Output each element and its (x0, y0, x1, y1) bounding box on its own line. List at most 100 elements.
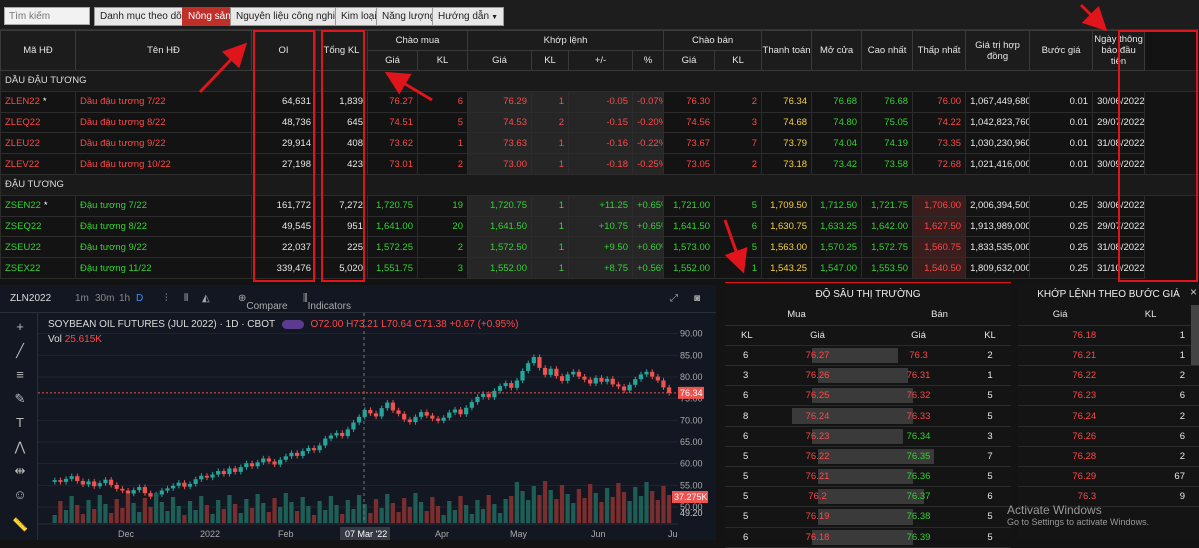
depth-bid-cell[interactable]: 76.2 (767, 487, 868, 507)
depth-ask-price-header: Giá (868, 325, 969, 345)
crosshair-icon[interactable]: + (12, 319, 28, 335)
depth-bid-cell[interactable]: 76.27 (767, 345, 868, 365)
contract-code[interactable]: ZLEQ22 (5, 117, 40, 128)
nav-guide[interactable]: Hướng dẫn▼ (432, 7, 504, 26)
cell-code[interactable]: ZLEQ22 (1, 112, 76, 133)
depth-bid-cell[interactable]: 76.22 (767, 446, 868, 466)
bar-style-icon[interactable]: ⫴ (184, 293, 188, 304)
candle-body (419, 412, 423, 417)
ohlc-high: H73.21 (346, 319, 378, 330)
candlestick-chart[interactable]: 90.0085.0080.0075.0070.0065.0060.0055.00… (38, 313, 716, 540)
volume-bar (526, 500, 530, 523)
depth-ask-cell[interactable]: 76.38 (868, 507, 969, 527)
nav-agriculture[interactable]: Nông sản (182, 7, 237, 26)
text-tool-icon[interactable]: T (12, 415, 28, 431)
timeframe-1h[interactable]: 1h (119, 293, 130, 304)
brush-icon[interactable]: ✎ (12, 391, 28, 407)
contract-code[interactable]: ZLEN22 (5, 96, 40, 107)
matched-vol: 1 (1102, 325, 1199, 345)
volume-bar (171, 497, 175, 523)
cell-total-volume: 225 (316, 237, 368, 258)
candle-body (334, 433, 338, 436)
depth-ask-cell[interactable]: 76.39 (868, 527, 969, 547)
depth-ask-price: 76.36 (868, 471, 969, 482)
cell-contract-value: 1,809,632,000 (966, 258, 1030, 279)
depth-ask-price: 76.39 (868, 532, 969, 543)
depth-bid-cell[interactable]: 76.21 (767, 467, 868, 487)
depth-ask-cell[interactable]: 76.37 (868, 487, 969, 507)
cell-code[interactable]: ZLEV22 (1, 154, 76, 175)
camera-icon[interactable]: ◙ (694, 293, 700, 304)
emoji-icon[interactable]: ☺ (12, 487, 28, 503)
contract-code[interactable]: ZLEV22 (5, 159, 39, 170)
close-icon[interactable]: × (1190, 285, 1197, 299)
market-depth-title: ĐỘ SÂU THỊ TRƯỜNG (725, 283, 1011, 305)
volume-bar (667, 495, 671, 523)
nav-industrial-materials[interactable]: Nguyên liệu công nghiệp (230, 7, 352, 26)
depth-bid-cell[interactable]: 76.24 (767, 406, 868, 426)
candle-body (148, 493, 152, 496)
measure-icon[interactable]: ⇹ (12, 463, 28, 479)
cell-tick: 0.25 (1030, 237, 1093, 258)
depth-bid-cell[interactable]: 76.19 (767, 507, 868, 527)
candle-style-icon[interactable]: ⫶ (165, 293, 168, 304)
depth-ask-cell[interactable]: 76.3 (868, 345, 969, 365)
depth-bid-cell[interactable]: 76.25 (767, 386, 868, 406)
timeframe-30m[interactable]: 30m (95, 293, 114, 304)
indicators-button[interactable]: ⫼ Indicators (303, 293, 308, 304)
depth-sell-header: Bán (868, 305, 1011, 325)
timeframe-d[interactable]: D (136, 293, 143, 304)
volume-bar (188, 501, 192, 523)
candle-body (272, 462, 276, 465)
compare-button[interactable]: ⊕ Compare (238, 293, 246, 304)
area-style-icon[interactable]: ◭ (202, 293, 210, 304)
candle-body (588, 380, 592, 384)
contract-code[interactable]: ZSEU22 (5, 242, 41, 253)
cell-code[interactable]: ZSEU22 (1, 237, 76, 258)
contract-code[interactable]: ZLEU22 (5, 138, 40, 149)
depth-bid-cell[interactable]: 76.23 (767, 426, 868, 446)
depth-ask-cell[interactable]: 76.35 (868, 446, 969, 466)
cell-code[interactable]: ZSEN22* (1, 195, 76, 216)
contract-code[interactable]: ZSEQ22 (5, 221, 41, 232)
scrollbar[interactable] (1191, 305, 1199, 365)
depth-ask-cell[interactable]: 76.31 (868, 366, 969, 386)
cell-change: +9.50 (569, 237, 633, 258)
depth-ask-cell[interactable]: 76.34 (868, 426, 969, 446)
timeframe-1m[interactable]: 1m (75, 293, 89, 304)
cell-code[interactable]: ZSEX22 (1, 258, 76, 279)
candle-body (165, 488, 169, 490)
volume-bar (126, 494, 130, 523)
cell-code[interactable]: ZLEU22 (1, 133, 76, 154)
cell-code[interactable]: ZLEN22* (1, 91, 76, 112)
chart-symbol[interactable]: ZLN2022 (10, 293, 51, 304)
parallel-lines-icon[interactable]: ≡ (12, 367, 28, 383)
fullscreen-icon[interactable]: ⤢ (670, 293, 678, 304)
volume-bar (250, 508, 254, 523)
visibility-toggle[interactable] (282, 320, 304, 329)
pattern-icon[interactable]: ⋀ (12, 439, 28, 455)
contract-code[interactable]: ZSEX22 (5, 263, 40, 274)
candle-body (351, 423, 355, 430)
search-input[interactable] (4, 7, 90, 25)
depth-bid-cell[interactable]: 76.26 (767, 366, 868, 386)
cell-high: 1,721.75 (862, 195, 913, 216)
depth-ask-cell[interactable]: 76.32 (868, 386, 969, 406)
cell-code[interactable]: ZSEQ22 (1, 216, 76, 237)
depth-ask-cell[interactable]: 76.36 (868, 467, 969, 487)
ruler-icon[interactable]: 📏 (12, 517, 28, 533)
cell-ask-price: 73.05 (664, 154, 715, 175)
depth-ask-cell[interactable]: 76.33 (868, 406, 969, 426)
contract-code[interactable]: ZSEN22 (5, 200, 41, 211)
depth-bid-cell[interactable]: 76.18 (767, 527, 868, 547)
trend-line-icon[interactable]: ╱ (12, 343, 28, 359)
cell-total-volume: 408 (316, 133, 368, 154)
